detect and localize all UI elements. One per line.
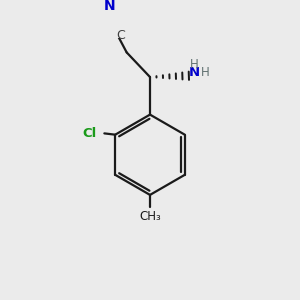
Text: N: N xyxy=(104,0,116,13)
Text: Cl: Cl xyxy=(83,127,97,140)
Text: CH₃: CH₃ xyxy=(139,210,161,224)
Text: N: N xyxy=(189,66,200,79)
Text: H: H xyxy=(201,66,210,79)
Text: C: C xyxy=(116,28,125,42)
Text: H: H xyxy=(190,58,199,70)
